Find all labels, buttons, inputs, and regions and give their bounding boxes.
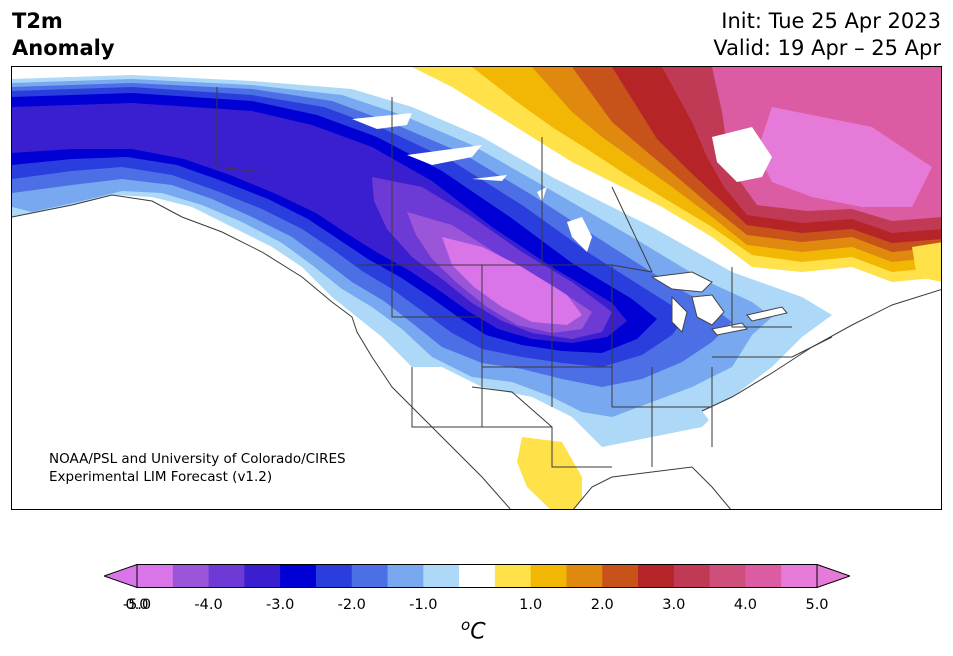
- colorbar-tick-label: -3.0: [266, 597, 295, 613]
- colorbar-segment: [709, 564, 746, 588]
- canadian-lakes: [352, 113, 592, 252]
- colorbar-segment: [781, 564, 818, 588]
- colorbar-tick-label: -1.0: [409, 597, 438, 613]
- colorbar-extend-low: [104, 564, 138, 588]
- colorbar-segment: [459, 564, 496, 588]
- colorbar-segment: [602, 564, 639, 588]
- colorbar-tick-label: -4.0: [194, 597, 223, 613]
- colorbar-segment: [172, 564, 210, 588]
- colorbar-segment: [494, 564, 532, 588]
- colorbar-segment: [566, 564, 603, 588]
- colorbar-unit: oC: [461, 616, 486, 644]
- credit-line-2: Experimental LIM Forecast (v1.2): [49, 469, 273, 485]
- credit-text: NOAA/PSL and University of Colorado/CIRE…: [49, 450, 346, 486]
- ocean-mask: [12, 67, 941, 509]
- colorbar-segment: [530, 564, 567, 588]
- colorbar-segment: [137, 564, 174, 588]
- colorbar-segment: [208, 564, 245, 588]
- colorbar-segment: [745, 564, 782, 588]
- credit-line-1: NOAA/PSL and University of Colorado/CIRE…: [49, 451, 346, 467]
- colorbar-segment: [423, 564, 460, 588]
- colorbar-segment: [638, 564, 675, 588]
- title-field: Anomaly: [12, 36, 115, 60]
- colorbar-tick-label: -5.0: [122, 597, 152, 613]
- colorbar-segment: [244, 564, 281, 588]
- colorbar: [104, 564, 850, 588]
- colorbar-tick-label: 1.0: [519, 597, 543, 613]
- colorbar-tick-label: 3.0: [662, 597, 686, 613]
- borders: [12, 87, 941, 509]
- colorbar-tick-label: 5.0: [805, 597, 829, 613]
- unit-base: C: [470, 619, 486, 645]
- colorbar-tick-label: 0.0: [125, 597, 149, 613]
- colorbar-tick-label: -2.0: [337, 597, 366, 613]
- colorbar-segment: [280, 564, 317, 588]
- title-variable: T2m: [12, 9, 63, 33]
- init-date: Init: Tue 25 Apr 2023: [721, 9, 941, 33]
- chart-title: T2m Anomaly: [12, 8, 115, 62]
- map-canvas: [12, 67, 941, 509]
- colorbar-tick-label: 4.0: [733, 597, 757, 613]
- colorbar-extend-high: [816, 564, 850, 588]
- colorbar-segment: [351, 564, 389, 588]
- valid-range: Valid: 19 Apr – 25 Apr: [713, 36, 941, 60]
- colorbar-tick-label: 2.0: [590, 597, 614, 613]
- colorbar-segment: [387, 564, 424, 588]
- anomaly-map: [11, 66, 942, 510]
- colorbar-segment: [315, 564, 353, 588]
- colorbar-ticks: -5.0 -4.0 -3.0 -2.0 -1.0 0.0 1.0 2.0 3.0 4.0 5.0: [0, 597, 953, 617]
- colorbar-outline: [136, 564, 818, 588]
- date-info: Init: Tue 25 Apr 2023 Valid: 19 Apr – 25…: [713, 8, 941, 62]
- colorbar-segment: [673, 564, 711, 588]
- unit-superscript: o: [461, 616, 471, 634]
